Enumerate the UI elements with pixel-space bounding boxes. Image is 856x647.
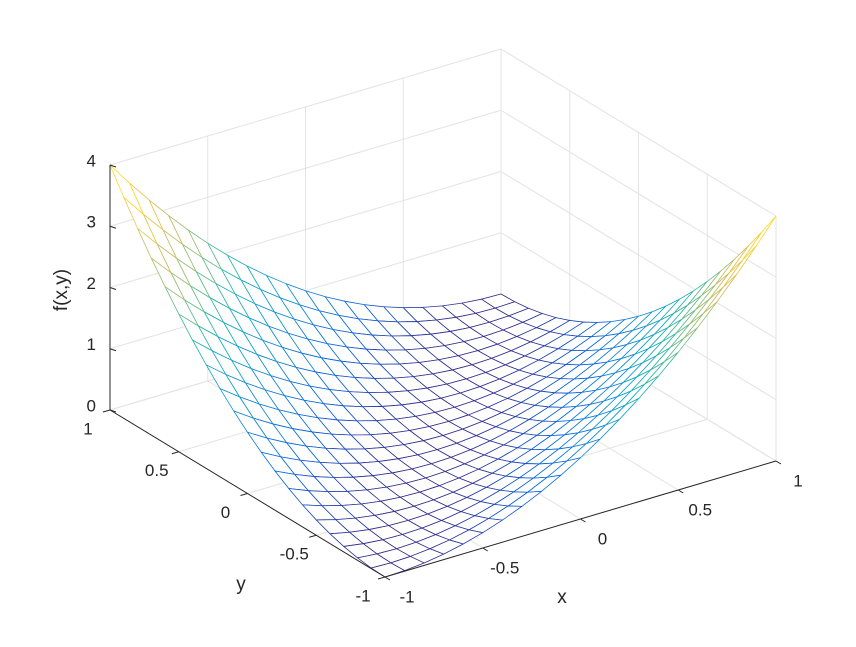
z-tick-label: 1 <box>87 335 96 354</box>
x-tick-label: 1 <box>793 471 802 490</box>
y-tick <box>171 451 179 455</box>
y-tick-label: -0.5 <box>280 545 309 564</box>
y-tick-label: 0.5 <box>145 461 169 480</box>
x-tick <box>775 460 782 465</box>
y-tick <box>309 534 317 538</box>
z-axis-label: f(x,y) <box>51 269 72 311</box>
mesh-cell <box>109 164 144 215</box>
grid-line <box>500 48 777 217</box>
x-tick-label: -0.5 <box>490 558 519 577</box>
z-tick <box>109 409 117 413</box>
z-tick <box>109 164 117 168</box>
y-tick-label: 1 <box>83 419 92 438</box>
mesh-cell <box>742 215 777 261</box>
y-tick <box>102 409 111 413</box>
y-tick <box>240 493 248 496</box>
x-axis-label: x <box>557 587 567 608</box>
x-tick <box>482 547 489 552</box>
x-tick-label: 0 <box>598 529 607 548</box>
z-tick-label: 4 <box>87 151 96 170</box>
y-tick-label: -1 <box>355 586 370 605</box>
z-tick <box>109 225 117 229</box>
mesh-layer <box>109 164 777 578</box>
axes-layer: -1 -0.5 0 0.5 1 -1 -0.5 0 0.5 1 0 1 2 3 4 <box>83 151 802 606</box>
grid-line <box>500 109 777 278</box>
grid-line <box>109 109 502 227</box>
x-tick <box>580 518 586 523</box>
z-tick <box>109 348 117 352</box>
x-tick <box>384 576 391 581</box>
x-tick <box>677 489 684 494</box>
z-tick <box>109 287 117 290</box>
z-tick-label: 3 <box>87 213 96 232</box>
z-tick-label: 2 <box>87 274 96 293</box>
x-tick-label: -1 <box>399 587 414 606</box>
y-tick <box>377 576 386 580</box>
y-tick-label: 0 <box>221 503 230 522</box>
z-tick-label: 0 <box>87 396 96 415</box>
x-tick-label: 0.5 <box>688 500 712 519</box>
grid-line <box>109 48 502 166</box>
grid-line <box>500 171 777 339</box>
y-axis-label: y <box>236 574 246 595</box>
